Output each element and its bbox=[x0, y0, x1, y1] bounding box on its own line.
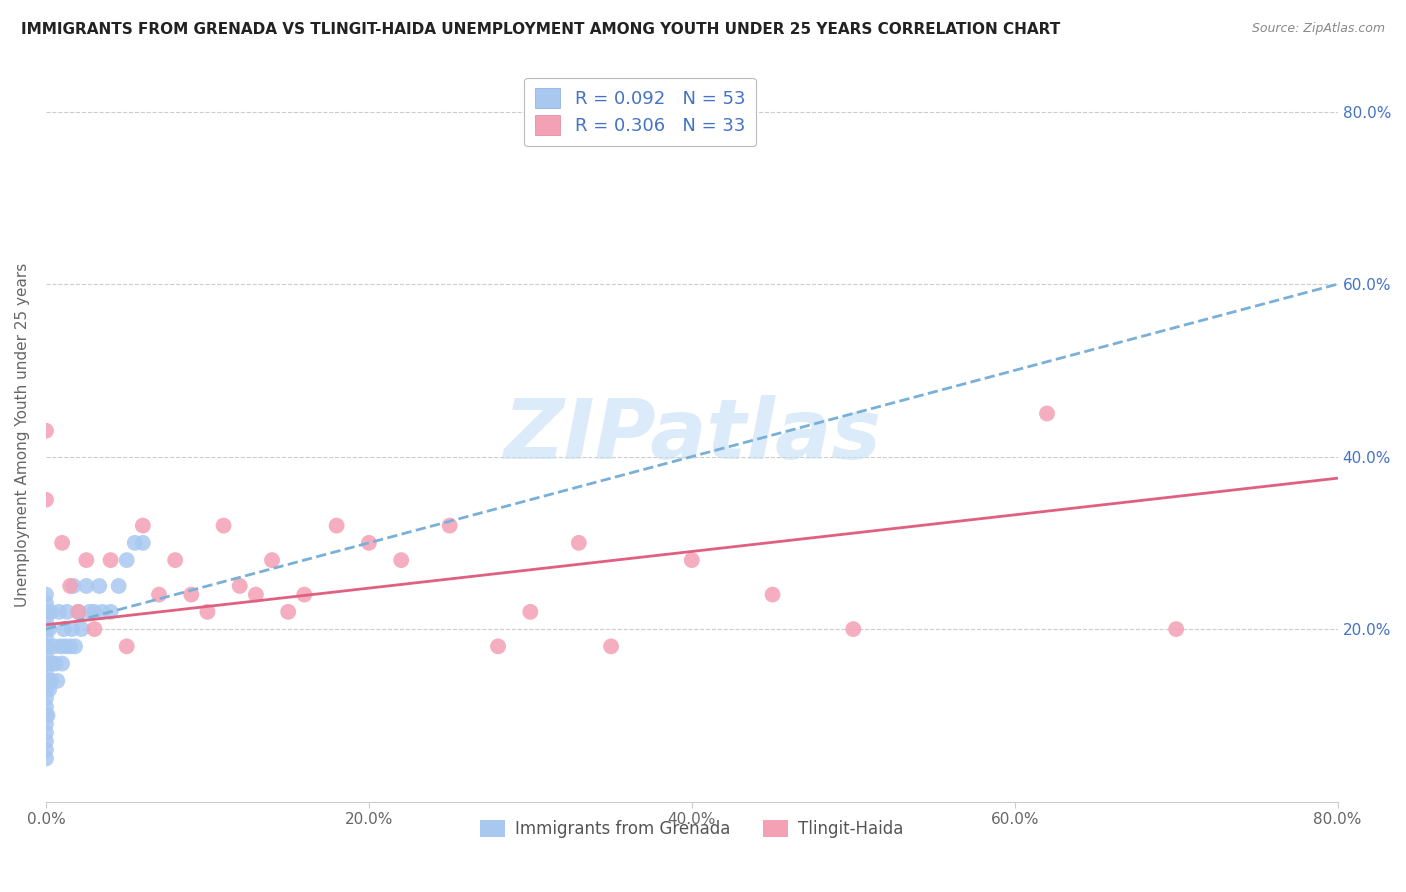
Point bbox=[842, 622, 865, 636]
Point bbox=[63, 640, 86, 654]
Point bbox=[439, 518, 461, 533]
Point bbox=[486, 640, 509, 654]
Text: IMMIGRANTS FROM GRENADA VS TLINGIT-HAIDA UNEMPLOYMENT AMONG YOUTH UNDER 25 YEARS: IMMIGRANTS FROM GRENADA VS TLINGIT-HAIDA… bbox=[21, 22, 1060, 37]
Point bbox=[35, 699, 58, 714]
Point bbox=[38, 682, 60, 697]
Point bbox=[60, 622, 83, 636]
Point bbox=[35, 708, 58, 723]
Point bbox=[260, 553, 283, 567]
Point bbox=[1036, 407, 1059, 421]
Point bbox=[357, 536, 380, 550]
Point bbox=[1166, 622, 1188, 636]
Point bbox=[35, 691, 58, 706]
Point bbox=[35, 588, 58, 602]
Point bbox=[600, 640, 623, 654]
Point bbox=[277, 605, 299, 619]
Point bbox=[59, 579, 82, 593]
Point bbox=[38, 622, 60, 636]
Point bbox=[148, 588, 170, 602]
Point bbox=[35, 631, 58, 645]
Point bbox=[197, 605, 219, 619]
Point bbox=[115, 553, 138, 567]
Point bbox=[35, 682, 58, 697]
Point bbox=[42, 640, 65, 654]
Point bbox=[389, 553, 412, 567]
Text: Source: ZipAtlas.com: Source: ZipAtlas.com bbox=[1251, 22, 1385, 36]
Point bbox=[35, 622, 58, 636]
Point bbox=[292, 588, 315, 602]
Legend: Immigrants from Grenada, Tlingit-Haida: Immigrants from Grenada, Tlingit-Haida bbox=[472, 813, 911, 845]
Point bbox=[37, 708, 59, 723]
Point bbox=[165, 553, 187, 567]
Point bbox=[35, 640, 58, 654]
Point bbox=[35, 605, 58, 619]
Point bbox=[132, 536, 155, 550]
Point bbox=[35, 734, 58, 748]
Point bbox=[35, 743, 58, 757]
Point bbox=[35, 648, 58, 662]
Point bbox=[35, 614, 58, 628]
Point bbox=[35, 725, 58, 739]
Point bbox=[75, 579, 97, 593]
Point bbox=[35, 596, 58, 610]
Point bbox=[52, 622, 75, 636]
Point bbox=[180, 588, 202, 602]
Point bbox=[761, 588, 783, 602]
Point bbox=[91, 605, 114, 619]
Point bbox=[35, 492, 58, 507]
Point bbox=[35, 424, 58, 438]
Point bbox=[53, 640, 76, 654]
Point bbox=[83, 605, 105, 619]
Point bbox=[49, 640, 72, 654]
Point bbox=[35, 717, 58, 731]
Point bbox=[46, 673, 69, 688]
Point bbox=[132, 518, 155, 533]
Point bbox=[245, 588, 267, 602]
Point bbox=[568, 536, 591, 550]
Point bbox=[56, 605, 79, 619]
Point bbox=[51, 536, 73, 550]
Point bbox=[107, 579, 129, 593]
Point bbox=[37, 673, 59, 688]
Point bbox=[35, 673, 58, 688]
Point bbox=[67, 605, 90, 619]
Point bbox=[519, 605, 541, 619]
Point bbox=[45, 657, 67, 671]
Point bbox=[39, 605, 62, 619]
Point bbox=[75, 553, 97, 567]
Point bbox=[124, 536, 146, 550]
Point bbox=[79, 605, 101, 619]
Point bbox=[325, 518, 347, 533]
Point bbox=[70, 622, 93, 636]
Point bbox=[59, 640, 82, 654]
Point bbox=[100, 605, 122, 619]
Point bbox=[89, 579, 111, 593]
Point bbox=[37, 640, 59, 654]
Point bbox=[62, 579, 84, 593]
Point bbox=[35, 751, 58, 765]
Y-axis label: Unemployment Among Youth under 25 years: Unemployment Among Youth under 25 years bbox=[15, 263, 30, 607]
Text: ZIPatlas: ZIPatlas bbox=[503, 394, 880, 475]
Point bbox=[41, 657, 63, 671]
Point bbox=[67, 605, 90, 619]
Point bbox=[681, 553, 703, 567]
Point bbox=[35, 657, 58, 671]
Point bbox=[35, 665, 58, 680]
Point bbox=[51, 657, 73, 671]
Point bbox=[83, 622, 105, 636]
Point bbox=[39, 673, 62, 688]
Point bbox=[212, 518, 235, 533]
Point bbox=[228, 579, 250, 593]
Point bbox=[115, 640, 138, 654]
Point bbox=[48, 605, 70, 619]
Point bbox=[100, 553, 122, 567]
